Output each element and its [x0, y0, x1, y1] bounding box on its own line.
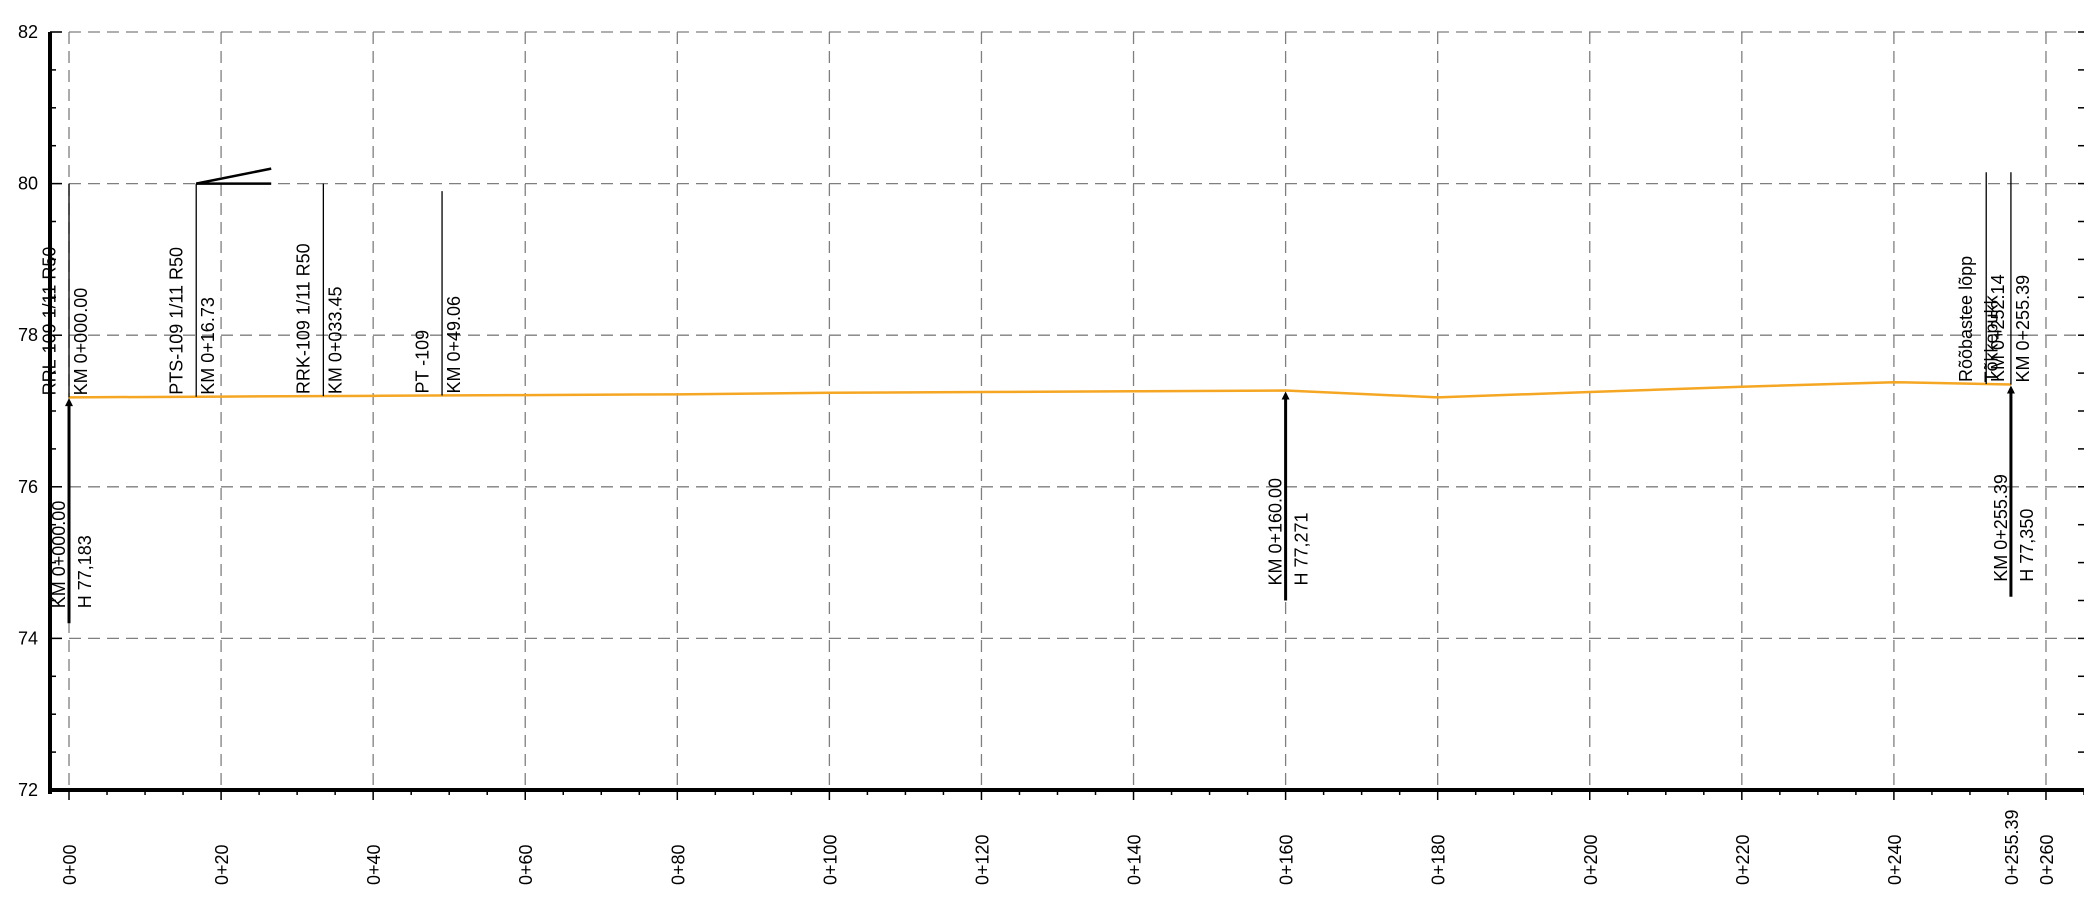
x-tick-label: 0+240: [1885, 834, 1905, 885]
profile-point: [676, 393, 679, 396]
profile-point: [372, 395, 374, 397]
x-tick-label: 0+20: [212, 844, 232, 885]
elevation-label: H 77,350: [2017, 509, 2037, 582]
x-tick-label: 0+60: [516, 844, 536, 885]
annotation-label: KM 0+255.39: [2013, 275, 2033, 383]
y-tick-label: 76: [18, 477, 38, 497]
flag-mark: [195, 167, 272, 185]
annotation-label: Tõkkepukk: [1981, 294, 2001, 382]
x-tick-label: 0+220: [1733, 834, 1753, 885]
annotation-label: RRL-109 1/11 R50: [39, 247, 59, 396]
x-tick-label: 0+200: [1581, 834, 1601, 885]
x-tick-label: 0+100: [820, 834, 840, 885]
profile-point: [980, 391, 983, 393]
y-tick-label: 72: [18, 780, 38, 800]
elevation-arrowhead: [1281, 391, 1290, 400]
profile-point: [828, 392, 831, 394]
annotation-label: PTS-109 1/11 R50: [166, 247, 186, 395]
y-tick-label: 82: [18, 22, 38, 42]
profile-point: [1132, 390, 1135, 393]
annotation-label: PT -109: [413, 330, 433, 394]
x-tick-label: 0+80: [668, 844, 688, 885]
annotation-label: KM 0+49.06: [444, 296, 464, 394]
y-tick-label: 74: [18, 628, 38, 648]
profile-point: [1893, 381, 1895, 383]
profile-point: [1436, 396, 1439, 399]
x-tick-label: 0+160: [1277, 834, 1297, 885]
elevation-label: KM 0+255.39: [1991, 474, 2011, 582]
x-tick-label: 0+140: [1125, 834, 1145, 885]
annotation-label: RRK-109 1/11 R50: [293, 243, 313, 394]
elevation-arrowhead: [65, 398, 74, 407]
x-tick-label: 0+120: [972, 834, 992, 885]
x-tick-label: 0+260: [2037, 834, 2057, 885]
profile-point: [1741, 385, 1743, 388]
annotation-label: Rõõbastee lõpp: [1956, 256, 1976, 382]
annotation-label: KM 0+033.45: [325, 287, 345, 395]
annotation-label: KM 0+252.14: [1988, 274, 2008, 382]
elevation-arrowhead: [2006, 385, 2015, 394]
profile-point: [1284, 389, 1287, 392]
profile-point: [1588, 391, 1591, 393]
x-tick-label: 0+180: [1429, 834, 1449, 885]
profile-line: [69, 380, 2011, 399]
x-tick-label: 0+40: [364, 844, 384, 885]
x-tick-label: 0+00: [60, 844, 80, 885]
elevation-label: H 77,183: [75, 535, 95, 608]
x-tick-label: 0+255.39: [2002, 809, 2022, 885]
profile-point: [524, 394, 527, 396]
y-tick-label: 80: [18, 174, 38, 194]
elevation-label: H 77,271: [1292, 512, 1312, 585]
annotation-label: KM 0+16.73: [198, 297, 218, 395]
elevation-label: KM 0+000.00: [49, 501, 69, 609]
elevation-label: KM 0+160.00: [1266, 478, 1286, 586]
profile-point: [220, 395, 222, 398]
y-tick-label: 78: [18, 325, 38, 345]
annotation-label: KM 0+000.00: [71, 288, 91, 396]
